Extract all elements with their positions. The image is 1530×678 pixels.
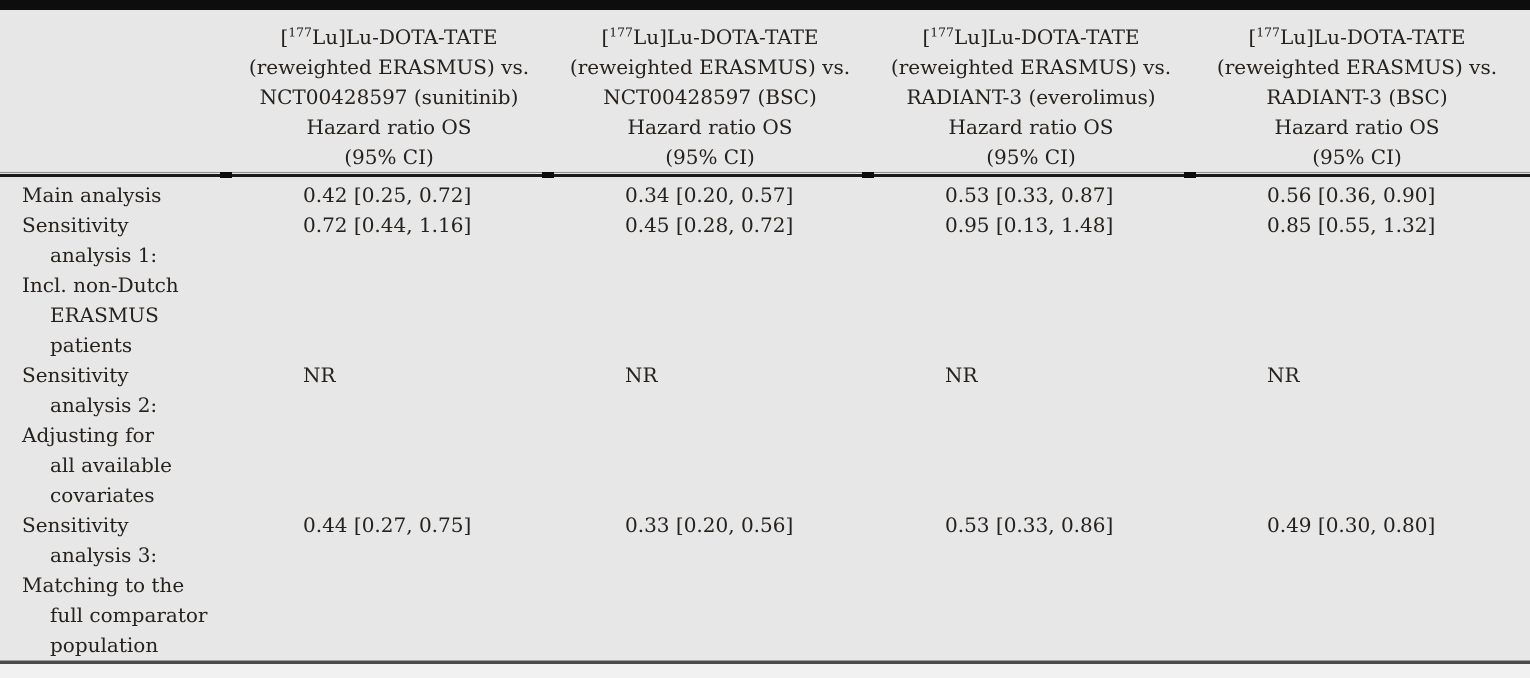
isotope-superscript: 177 xyxy=(930,24,954,40)
ci-line: (95% CI) xyxy=(665,145,755,169)
header-divider-rule xyxy=(0,172,1530,178)
measure-line: Hazard ratio OS xyxy=(627,115,793,139)
bottom-thin-line xyxy=(0,660,1530,661)
table-header-row: [177Lu]Lu-DOTA-TATE (reweighted ERASMUS) … xyxy=(0,10,1530,172)
measure-line: Hazard ratio OS xyxy=(306,115,472,139)
compound-pre: [ xyxy=(280,25,289,49)
compound-line: [177Lu]Lu-DOTA-TATE xyxy=(228,22,550,52)
column-rule-joint xyxy=(542,172,554,178)
divider-thick-line xyxy=(0,174,1530,177)
divider-thin-line xyxy=(0,172,1530,173)
hazard-ratio-value: 0.33 [0.20, 0.56] xyxy=(625,513,794,537)
analysis-label: Sensitivity analysis 1: Incl. non-Dutch ERA… xyxy=(22,210,228,360)
table-row: Sensitivity analysis 1: Incl. non-Dutch ERA… xyxy=(0,210,1530,360)
isotope-superscript: 177 xyxy=(288,24,312,40)
table-row: Sensitivity analysis 2: Adjusting for all a… xyxy=(0,360,1530,510)
compound-name: Lu]Lu-DOTA-TATE xyxy=(953,25,1140,49)
table-body: Main analysis 0.42 [0.25, 0.72] 0.34 [0.20… xyxy=(0,178,1530,660)
analysis-label-line: ERASMUS xyxy=(50,303,159,327)
analysis-label-line: analysis 1: xyxy=(50,243,158,267)
compound-name: Lu]Lu-DOTA-TATE xyxy=(632,25,819,49)
compound-line: [177Lu]Lu-DOTA-TATE xyxy=(550,22,870,52)
comparator-line: RADIANT-3 (everolimus) xyxy=(906,85,1156,109)
hazard-ratio-value: NR xyxy=(303,363,336,387)
bottom-thick-line xyxy=(0,661,1530,664)
hazard-ratio-value: NR xyxy=(1267,363,1300,387)
analysis-label-line: analysis 3: xyxy=(50,543,158,567)
analysis-label: Sensitivity analysis 3: Matching to the ful… xyxy=(22,510,228,660)
column-rule-joint xyxy=(1184,172,1196,178)
table-top-rule xyxy=(0,0,1530,10)
table-corner-cell xyxy=(22,22,228,172)
compound-line: [177Lu]Lu-DOTA-TATE xyxy=(870,22,1192,52)
analysis-label: Main analysis xyxy=(22,180,228,210)
ci-line: (95% CI) xyxy=(1312,145,1402,169)
hazard-ratio-value: 0.53 [0.33, 0.87] xyxy=(945,183,1114,207)
results-table: [177Lu]Lu-DOTA-TATE (reweighted ERASMUS) … xyxy=(0,0,1530,664)
hazard-ratio-value: 0.56 [0.36, 0.90] xyxy=(1267,183,1436,207)
analysis-label-line: Matching to the xyxy=(22,573,185,597)
table-row: Sensitivity analysis 3: Matching to the ful… xyxy=(0,510,1530,660)
vs-line: (reweighted ERASMUS) vs. xyxy=(1216,55,1498,79)
analysis-label-line: analysis 2: xyxy=(50,393,158,417)
hazard-ratio-value: NR xyxy=(625,363,658,387)
hazard-ratio-value: NR xyxy=(945,363,978,387)
isotope-superscript: 177 xyxy=(609,24,633,40)
analysis-label-line: Sensitivity xyxy=(22,513,129,537)
column-rule-joint xyxy=(862,172,874,178)
vs-line: (reweighted ERASMUS) vs. xyxy=(890,55,1172,79)
vs-line: (reweighted ERASMUS) vs. xyxy=(248,55,530,79)
column-rule-joint xyxy=(220,172,232,178)
analysis-label-line: Adjusting for xyxy=(22,423,155,447)
comparator-line: RADIANT-3 (BSC) xyxy=(1266,85,1448,109)
column-header-3: [177Lu]Lu-DOTA-TATE (reweighted ERASMUS) … xyxy=(870,22,1192,172)
compound-pre: [ xyxy=(922,25,931,49)
analysis-label-line: Incl. non-Dutch xyxy=(22,273,179,297)
vs-line: (reweighted ERASMUS) vs. xyxy=(569,55,851,79)
hazard-ratio-value: 0.95 [0.13, 1.48] xyxy=(945,213,1114,237)
analysis-label-line: Main analysis xyxy=(22,183,162,207)
comparator-line: NCT00428597 (BSC) xyxy=(603,85,817,109)
compound-name: Lu]Lu-DOTA-TATE xyxy=(1279,25,1466,49)
analysis-label-line: Sensitivity xyxy=(22,363,129,387)
ci-line: (95% CI) xyxy=(986,145,1076,169)
isotope-superscript: 177 xyxy=(1256,24,1280,40)
analysis-label-line: Sensitivity xyxy=(22,213,129,237)
compound-pre: [ xyxy=(601,25,610,49)
hazard-ratio-value: 0.53 [0.33, 0.86] xyxy=(945,513,1114,537)
column-header-2: [177Lu]Lu-DOTA-TATE (reweighted ERASMUS) … xyxy=(550,22,870,172)
hazard-ratio-value: 0.72 [0.44, 1.16] xyxy=(303,213,472,237)
analysis-label-line: all available xyxy=(50,453,172,477)
column-header-4: [177Lu]Lu-DOTA-TATE (reweighted ERASMUS) … xyxy=(1192,22,1522,172)
hazard-ratio-value: 0.44 [0.27, 0.75] xyxy=(303,513,472,537)
analysis-label: Sensitivity analysis 2: Adjusting for all a… xyxy=(22,360,228,510)
compound-name: Lu]Lu-DOTA-TATE xyxy=(311,25,498,49)
measure-line: Hazard ratio OS xyxy=(948,115,1114,139)
table-row: Main analysis 0.42 [0.25, 0.72] 0.34 [0.20… xyxy=(0,180,1530,210)
analysis-label-line: covariates xyxy=(50,483,155,507)
compound-line: [177Lu]Lu-DOTA-TATE xyxy=(1192,22,1522,52)
analysis-label-line: full comparator xyxy=(50,603,208,627)
measure-line: Hazard ratio OS xyxy=(1274,115,1440,139)
hazard-ratio-value: 0.49 [0.30, 0.80] xyxy=(1267,513,1436,537)
hazard-ratio-value: 0.34 [0.20, 0.57] xyxy=(625,183,794,207)
compound-pre: [ xyxy=(1248,25,1257,49)
hazard-ratio-value: 0.42 [0.25, 0.72] xyxy=(303,183,472,207)
analysis-label-line: patients xyxy=(50,333,133,357)
table-bottom-rule xyxy=(0,660,1530,664)
ci-line: (95% CI) xyxy=(344,145,434,169)
analysis-label-line: population xyxy=(50,633,159,657)
hazard-ratio-value: 0.45 [0.28, 0.72] xyxy=(625,213,794,237)
comparator-line: NCT00428597 (sunitinib) xyxy=(259,85,519,109)
column-header-1: [177Lu]Lu-DOTA-TATE (reweighted ERASMUS) … xyxy=(228,22,550,172)
hazard-ratio-value: 0.85 [0.55, 1.32] xyxy=(1267,213,1436,237)
